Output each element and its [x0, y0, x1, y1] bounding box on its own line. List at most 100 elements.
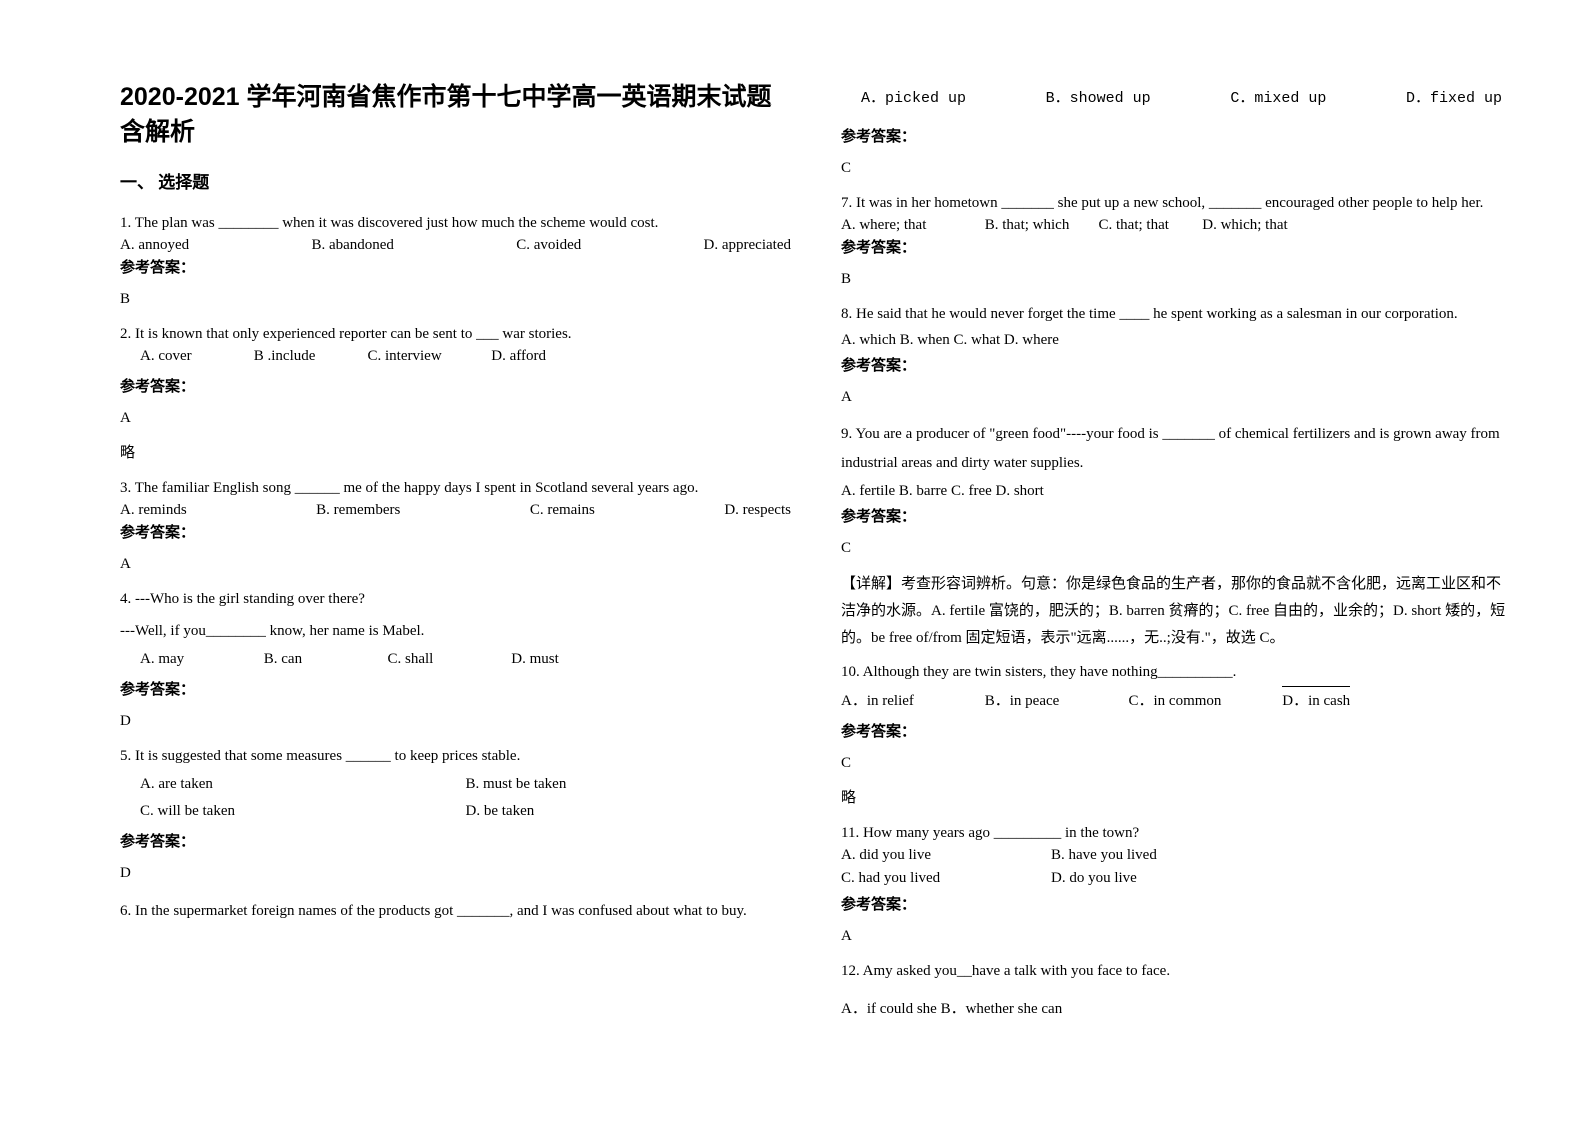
- question-2: 2. It is known that only experienced rep…: [120, 322, 791, 462]
- q3-answer: A: [120, 556, 791, 573]
- q2-opt-b: B .include: [254, 348, 364, 365]
- q7-opt-d: D. which; that: [1202, 217, 1287, 234]
- q10-opt-a: A．in relief: [841, 689, 981, 710]
- q1-stem: 1. The plan was ________ when it was dis…: [120, 211, 791, 235]
- q12-stem: 12. Amy asked you__have a talk with you …: [841, 959, 1512, 983]
- q3-opt-b: B. remembers: [316, 502, 400, 519]
- q2-opt-a: A. cover: [140, 348, 250, 365]
- q5-answer: D: [120, 865, 791, 882]
- q4-opt-c: C. shall: [388, 651, 508, 668]
- answer-label: 参考答案：: [120, 830, 791, 851]
- q6-stem: 6. In the supermarket foreign names of t…: [120, 896, 791, 926]
- answer-label: 参考答案：: [841, 125, 1512, 146]
- q8-answer: A: [841, 389, 1512, 406]
- page-container: 2020-2021 学年河南省焦作市第十七中学高一英语期末试题含解析 一、 选择…: [0, 0, 1587, 1122]
- q9-stem: 9. You are a producer of "green food"---…: [841, 420, 1512, 477]
- q10-options: A．in relief B．in peace C．in common D．in …: [841, 686, 1512, 710]
- q4-answer: D: [120, 713, 791, 730]
- q9-explain: 【详解】考查形容词辨析。句意：你是绿色食品的生产者，那你的食品就不含化肥，远离工…: [841, 571, 1512, 652]
- q11-opt-a: A. did you live: [841, 847, 1051, 864]
- answer-label: 参考答案：: [841, 236, 1512, 257]
- answer-label: 参考答案：: [120, 375, 791, 396]
- question-5: 5. It is suggested that some measures __…: [120, 744, 791, 882]
- q4-opt-a: A. may: [140, 651, 260, 668]
- q1-opt-c: C. avoided: [516, 237, 581, 254]
- q3-stem: 3. The familiar English song ______ me o…: [120, 476, 791, 500]
- q3-opt-c: C. remains: [530, 502, 595, 519]
- q4-options: A. may B. can C. shall D. must: [120, 651, 791, 668]
- q5-opt-d: D. be taken: [466, 803, 792, 820]
- q8-options: A. which B. when C. what D. where: [841, 328, 1512, 352]
- q7-opt-c: C. that; that: [1099, 217, 1199, 234]
- answer-label: 参考答案：: [120, 678, 791, 699]
- q6-opt-b: B．showed up: [1046, 86, 1151, 107]
- question-10: 10. Although they are twin sisters, they…: [841, 660, 1512, 807]
- q2-options: A. cover B .include C. interview D. affo…: [120, 348, 791, 365]
- q2-opt-c: C. interview: [368, 348, 488, 365]
- q3-opt-d: D. respects: [724, 502, 791, 519]
- q4-opt-d: D. must: [511, 651, 559, 668]
- question-8: 8. He said that he would never forget th…: [841, 302, 1512, 406]
- q12-options: A．if could she B．whether she can: [841, 997, 1512, 1021]
- answer-label: 参考答案：: [841, 505, 1512, 526]
- q11-opt-d: D. do you live: [1051, 870, 1512, 887]
- q1-opt-d: D. appreciated: [704, 237, 791, 254]
- question-9: 9. You are a producer of "green food"---…: [841, 420, 1512, 652]
- q2-lue: 略: [120, 441, 791, 462]
- q6-answer: C: [841, 160, 1512, 177]
- q11-answer: A: [841, 928, 1512, 945]
- left-column: 2020-2021 学年河南省焦作市第十七中学高一英语期末试题含解析 一、 选择…: [95, 80, 816, 1082]
- q10-opt-c: C．in common: [1129, 689, 1279, 710]
- answer-label: 参考答案：: [120, 521, 791, 542]
- q3-opt-a: A. reminds: [120, 502, 187, 519]
- question-7: 7. It was in her hometown _______ she pu…: [841, 191, 1512, 288]
- question-4: 4. ---Who is the girl standing over ther…: [120, 587, 791, 730]
- question-12: 12. Amy asked you__have a talk with you …: [841, 959, 1512, 1021]
- answer-label: 参考答案：: [841, 354, 1512, 375]
- q10-opt-b: B．in peace: [985, 689, 1125, 710]
- q10-lue: 略: [841, 786, 1512, 807]
- question-6-cont: A．picked up B．showed up C．mixed up D．fix…: [841, 86, 1512, 177]
- q5-opt-c: C. will be taken: [140, 803, 466, 820]
- q6-opt-d: D．fixed up: [1406, 86, 1512, 107]
- q7-stem: 7. It was in her hometown _______ she pu…: [841, 191, 1512, 215]
- q6-opt-a: A．picked up: [841, 86, 966, 107]
- question-3: 3. The familiar English song ______ me o…: [120, 476, 791, 573]
- q9-options: A. fertile B. barre C. free D. short: [841, 479, 1512, 503]
- q5-options: A. are taken B. must be taken C. will be…: [120, 776, 791, 820]
- question-11: 11. How many years ago _________ in the …: [841, 821, 1512, 945]
- q5-stem: 5. It is suggested that some measures __…: [120, 744, 791, 768]
- right-column: A．picked up B．showed up C．mixed up D．fix…: [816, 80, 1537, 1082]
- q11-stem: 11. How many years ago _________ in the …: [841, 821, 1512, 845]
- q11-opt-c: C. had you lived: [841, 870, 1051, 887]
- answer-label: 参考答案：: [841, 720, 1512, 741]
- q5-opt-a: A. are taken: [140, 776, 466, 793]
- document-title: 2020-2021 学年河南省焦作市第十七中学高一英语期末试题含解析: [120, 80, 791, 150]
- section-heading: 一、 选择题: [120, 168, 791, 193]
- q9-answer: C: [841, 540, 1512, 557]
- q3-options: A. reminds B. remembers C. remains D. re…: [120, 502, 791, 519]
- q1-options: A. annoyed B. abandoned C. avoided D. ap…: [120, 237, 791, 254]
- q1-answer: B: [120, 291, 791, 308]
- q8-stem: 8. He said that he would never forget th…: [841, 302, 1512, 326]
- q4-stem2: ---Well, if you________ know, her name i…: [120, 619, 791, 643]
- q11-options: A. did you live B. have you lived C. had…: [841, 847, 1512, 887]
- q7-options: A. where; that B. that; which C. that; t…: [841, 217, 1512, 234]
- q4-opt-b: B. can: [264, 651, 384, 668]
- q1-opt-a: A. annoyed: [120, 237, 189, 254]
- q6-opt-c: C．mixed up: [1230, 86, 1326, 107]
- q2-answer: A: [120, 410, 791, 427]
- q7-opt-b: B. that; which: [985, 217, 1095, 234]
- q10-answer: C: [841, 755, 1512, 772]
- q2-opt-d: D. afford: [491, 348, 546, 365]
- q6-options: A．picked up B．showed up C．mixed up D．fix…: [841, 86, 1512, 107]
- question-1: 1. The plan was ________ when it was dis…: [120, 211, 791, 308]
- q1-opt-b: B. abandoned: [311, 237, 393, 254]
- q7-opt-a: A. where; that: [841, 217, 981, 234]
- q11-opt-b: B. have you lived: [1051, 847, 1512, 864]
- q5-opt-b: B. must be taken: [466, 776, 792, 793]
- answer-label: 参考答案：: [841, 893, 1512, 914]
- q4-stem1: 4. ---Who is the girl standing over ther…: [120, 587, 791, 611]
- q10-stem: 10. Although they are twin sisters, they…: [841, 660, 1512, 684]
- q7-answer: B: [841, 271, 1512, 288]
